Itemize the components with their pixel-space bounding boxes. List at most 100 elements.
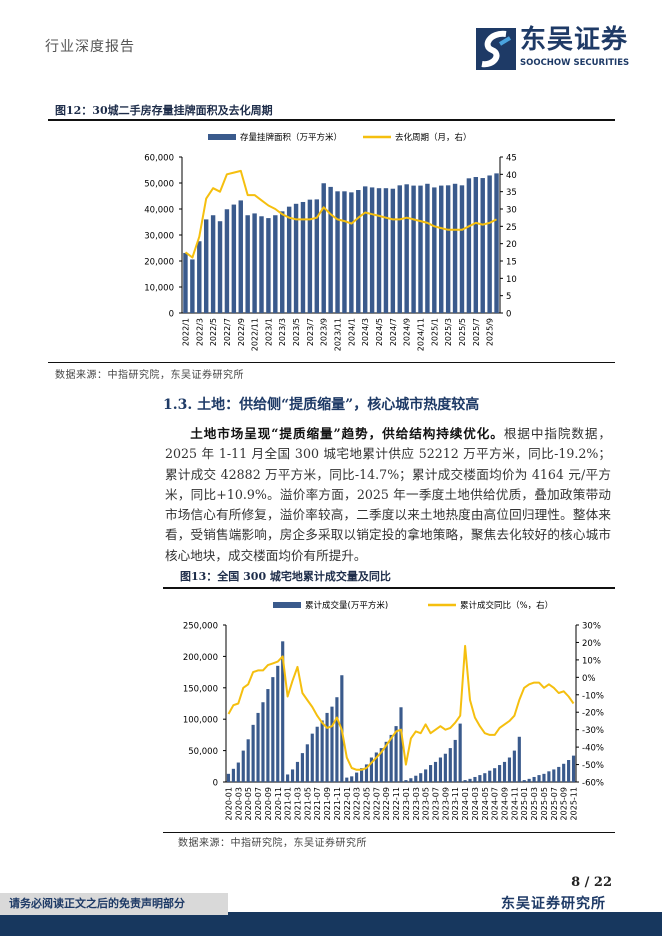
bar [295,761,300,783]
right-tick-label: 35 [506,188,517,198]
section-heading: 1.3. 土地：供给侧“提质缩量”，核心城市热度较高 [163,397,480,413]
bar [425,183,430,313]
x-tick-label: 2021-01 [284,787,293,820]
bar [452,183,458,313]
x-tick-label: 2022-11 [392,787,401,820]
x-tick-label: 2022/3 [195,318,204,346]
bar [345,777,349,783]
x-tick-label: 2020-03 [234,787,243,820]
bar [429,765,433,783]
bar [238,200,243,313]
x-tick-label: 2024/9 [403,318,412,346]
bar [356,190,361,313]
x-tick-label: 2022-01 [343,787,352,820]
legend-line-label: 去化周期（月，右） [395,132,472,143]
x-tick-label: 2021-03 [293,787,302,820]
bar [443,753,447,783]
bar [433,761,438,783]
bar [314,199,320,313]
bar [488,770,492,783]
x-tick-label: 2025/1 [430,318,439,346]
right-tick-label: 40 [506,171,517,181]
bar [487,175,492,313]
bar [478,775,482,783]
x-tick-label: 2020-11 [274,787,283,820]
bar [342,191,347,313]
x-tick-label: 2024/1 [347,318,356,346]
x-tick-label: 2025-07 [550,787,559,820]
bar [383,188,389,313]
left-tick-label: 30,000 [144,232,174,242]
bar [369,757,373,783]
bar [466,178,472,313]
bar [552,769,556,783]
x-tick-label: 2023/1 [264,318,273,346]
right-tick-label: 10% [582,656,601,666]
soochow-logo-icon [476,28,516,70]
bar [522,780,526,783]
bar [362,186,368,313]
footer-band [0,912,662,936]
body-paragraph: 土地市场呈现“提质缩量”趋势，供给结构持续优化。根据中指院数据，2025 年 1… [165,424,611,566]
right-tick-label: 0 [506,310,511,320]
bar [310,733,314,783]
bar [562,763,566,783]
x-tick-label: 2024/11 [417,318,426,351]
x-tick-label: 2025/9 [486,318,495,346]
bar [557,767,561,783]
left-tick-label: 50,000 [144,180,174,190]
bar [369,187,375,313]
bar [439,185,444,313]
left-tick-label: 20,000 [144,258,174,268]
x-tick-label: 2022/11 [251,318,260,351]
bar [231,768,235,783]
bar [290,769,295,783]
institute-name: 东吴证券研究所 [501,896,606,912]
bar [473,777,477,783]
bar [547,771,551,783]
bar [307,199,313,313]
bar [376,188,382,313]
x-tick-label: 2020-05 [244,787,253,820]
bar [328,186,333,313]
left-tick-label: 50,000 [188,747,218,757]
x-tick-label: 2022-09 [382,787,391,820]
x-tick-label: 2022/9 [237,318,246,346]
bar [261,702,265,783]
bar [320,720,324,783]
right-tick-label: 20% [582,639,601,649]
bar [468,778,472,783]
bar [494,173,499,313]
figure13-caption: 图13：全国 300 城宅地累计成交量及同比 [180,570,391,584]
bar [493,768,497,783]
page-number: 8 / 22 [571,875,612,890]
figure13-source: 数据来源：中指研究院，东吴证券研究所 [178,838,367,850]
line-series [227,644,575,771]
x-tick-label: 2022-05 [362,787,371,820]
bar [266,218,271,313]
bar [517,736,521,783]
bar [315,726,319,783]
divider [48,362,615,363]
bar [252,213,257,313]
section-body: 土地市场呈现“提质缩量”趋势，供给结构持续优化。根据中指院数据，2025 年 1… [163,424,615,850]
bar [226,773,231,783]
right-tick-label: -40% [582,744,604,754]
report-type-label: 行业深度报告 [45,39,135,55]
x-tick-label: 2024-01 [461,787,470,820]
legend-bar-label: 累计成交量(万平方米) [305,600,388,611]
bar [197,241,202,313]
x-tick-label: 2025-11 [570,787,579,820]
bar [355,772,359,783]
x-tick-label: 2020-01 [224,787,233,820]
x-tick-label: 2025-05 [540,787,549,820]
bar [305,744,309,783]
chart-land-transactions: 累计成交量(万平方米) 累计成交同比（%，右） 0 50,000 100,000 150,… [183,600,604,820]
bar [404,184,409,313]
x-tick-label: 2025/7 [472,318,481,346]
bar [300,753,304,783]
x-tick-label: 2021-09 [323,787,332,820]
right-tick-label: -60% [582,779,604,789]
bar [458,723,462,783]
legend-line-label: 累计成交同比（%，右） [460,600,553,611]
